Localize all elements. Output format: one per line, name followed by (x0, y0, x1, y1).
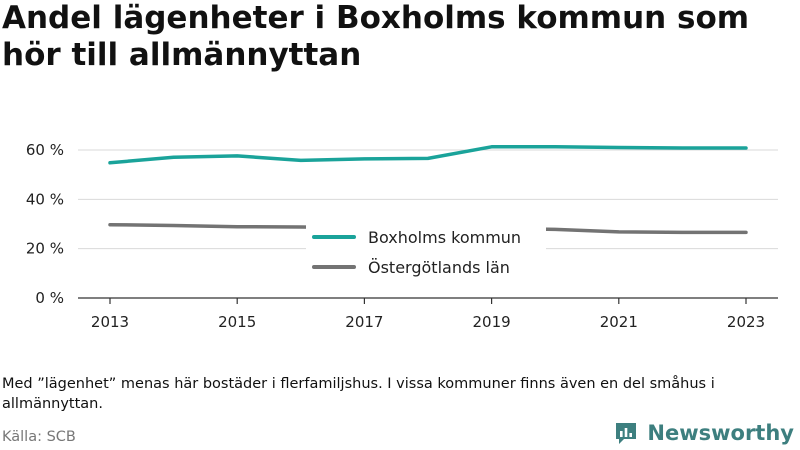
footnote: Med ”lägenhet” menas här bostäder i fler… (2, 376, 715, 412)
x-tick-label: 2017 (345, 313, 383, 331)
newsworthy-logo-icon (616, 423, 637, 444)
source-label: Källa: SCB (2, 429, 76, 445)
y-tick-label: 0 % (35, 289, 64, 307)
x-tick-label: 2013 (91, 313, 129, 331)
brand[interactable]: Newsworthy (613, 420, 794, 446)
legend-box (306, 222, 546, 282)
legend-label: Östergötlands län (368, 258, 510, 277)
y-tick-label: 60 % (26, 141, 64, 159)
legend-label: Boxholms kommun (368, 228, 521, 247)
chart-title: Andel lägenheter i Boxholms kommun som h… (2, 0, 750, 73)
line-chart: 0 %20 %40 %60 %2013 2015 2017 2019 2021 2023 … (26, 141, 778, 331)
x-tick-label: 2021 (600, 313, 638, 331)
y-tick-label: 40 % (26, 190, 64, 208)
legend: Boxholms kommun Östergötlands län (306, 222, 546, 282)
series-line-1 (108, 145, 748, 165)
series-lines (108, 145, 748, 235)
axes: 0 % 20 % 40 % 60 % 2013 2015 2017 2019 2021 2023 (26, 141, 778, 331)
x-tick-label: 2019 (473, 313, 511, 331)
x-tick-label: 2023 (727, 313, 765, 331)
x-tick-label: 2015 (218, 313, 256, 331)
y-tick-label: 20 % (26, 240, 64, 258)
brand-name: Newsworthy (647, 421, 794, 445)
